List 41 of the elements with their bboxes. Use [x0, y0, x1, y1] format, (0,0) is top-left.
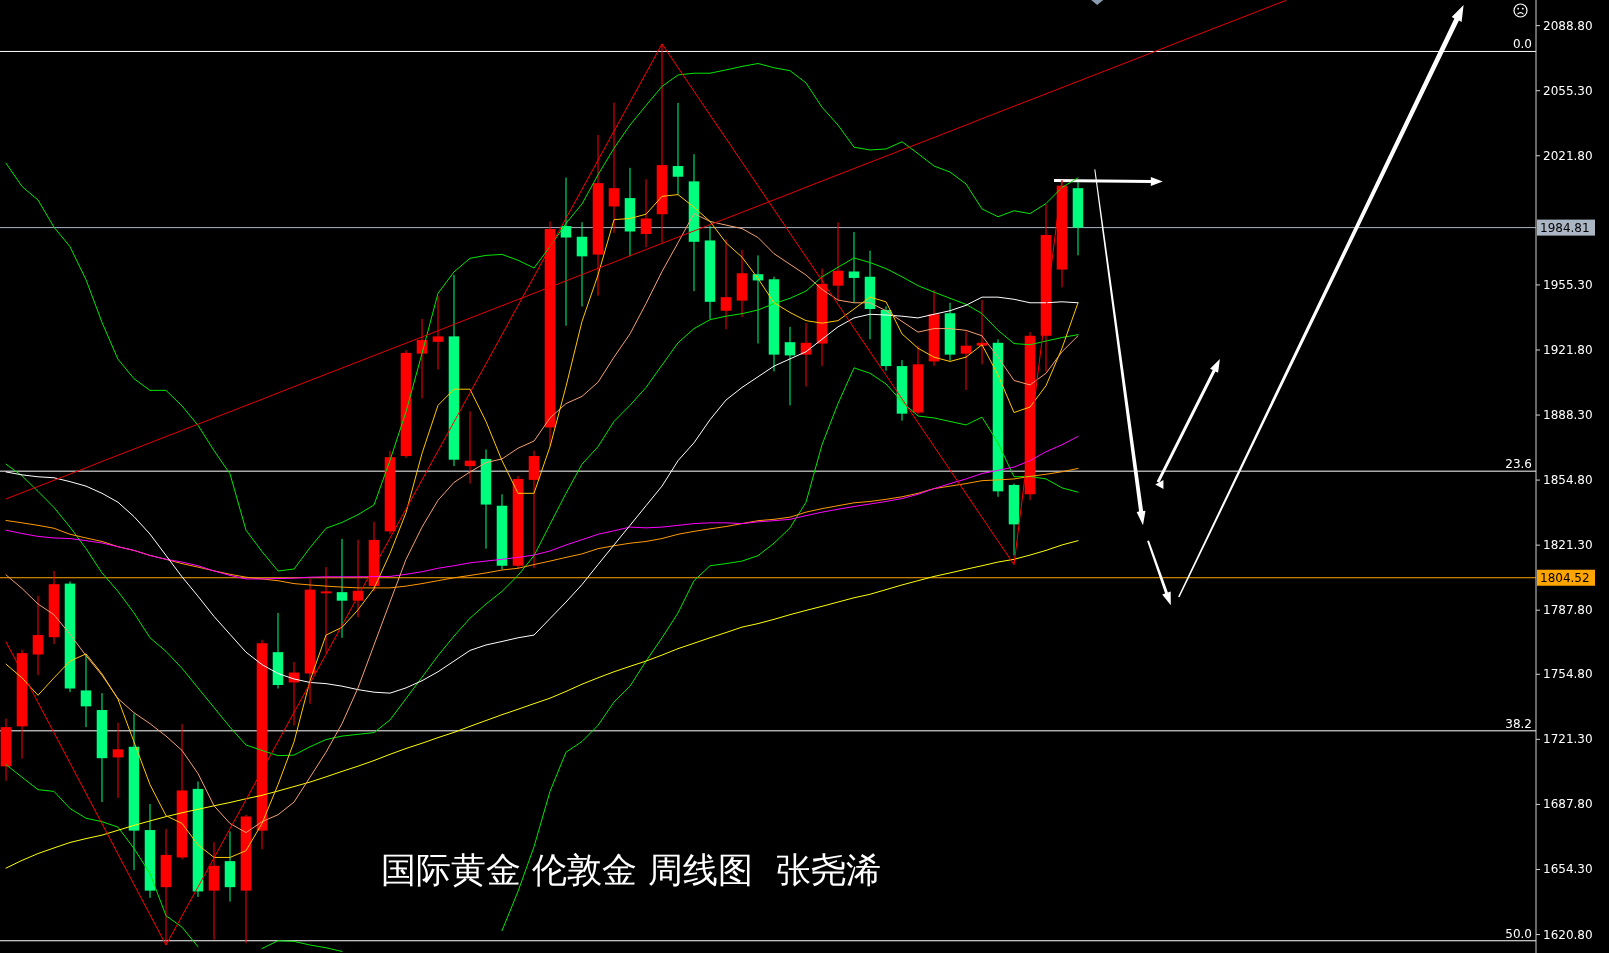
line-series — [5, 0, 1287, 500]
line-series — [5, 257, 1079, 757]
candlestick — [528, 450, 540, 569]
y-tick-label: 1854.80 — [1543, 473, 1593, 488]
line-series — [5, 63, 1079, 572]
annotation: 0.0 — [1512, 37, 1532, 52]
candlestick — [832, 221, 844, 302]
y-tick-label: 2088.80 — [1543, 18, 1593, 33]
y-tick-label: 1754.80 — [1543, 667, 1593, 682]
candlestick — [432, 295, 444, 371]
candlestick — [672, 102, 684, 196]
y-tick-label: 1787.80 — [1543, 603, 1593, 618]
y-tick-label: 1620.80 — [1543, 927, 1593, 942]
y-tick-label: 2055.30 — [1543, 83, 1593, 98]
candlestick — [80, 653, 92, 728]
candlestick — [784, 326, 796, 406]
ref-line-label: 1804.52 — [1540, 570, 1590, 585]
y-tick-label: 1821.30 — [1543, 538, 1593, 553]
candlestick — [560, 177, 572, 327]
candlestick — [112, 722, 124, 799]
ref-line-label: 1984.81 — [1540, 220, 1590, 235]
y-tick-label: 1888.30 — [1543, 408, 1593, 423]
line-series — [5, 435, 1079, 580]
candlestick — [640, 178, 652, 248]
annotation: 23.6 — [1505, 457, 1532, 472]
candlestick — [720, 238, 732, 330]
annotation: 50.0 — [1505, 926, 1532, 941]
candlestick — [960, 331, 972, 391]
candlestick — [608, 102, 620, 234]
y-tick-label: 1955.30 — [1543, 277, 1593, 292]
y-tick-label: 1921.80 — [1543, 342, 1593, 357]
candlestick — [576, 221, 588, 307]
y-tick-label: 1654.30 — [1543, 862, 1593, 877]
candlestick — [336, 538, 348, 639]
y-tick-label: 1687.80 — [1543, 797, 1593, 812]
candlestick — [320, 566, 332, 654]
y-tick-label: 1721.30 — [1543, 732, 1593, 747]
y-tick-label: 2021.80 — [1543, 148, 1593, 163]
text: 国际黄金 伦敦金 周线图 张尧浠 — [381, 850, 881, 890]
candlestick — [32, 595, 44, 676]
annotation: 38.2 — [1505, 716, 1532, 731]
